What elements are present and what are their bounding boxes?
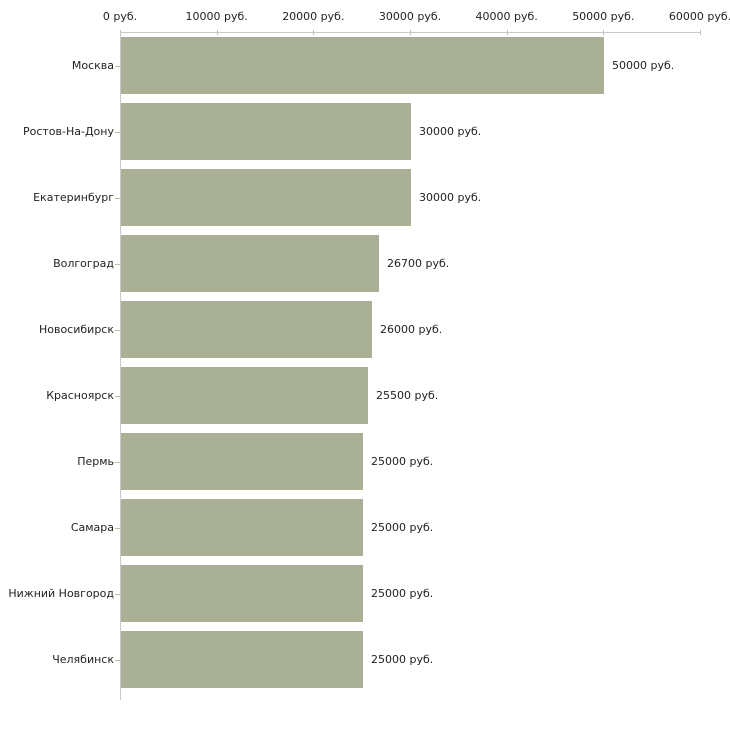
x-axis-tick-label: 10000 руб. [185,10,248,23]
y-axis-tick-mark [115,329,120,331]
y-axis-tick-mark [115,593,120,595]
category-label: Челябинск [52,652,114,666]
category-label: Москва [71,58,114,72]
y-axis-tick-mark [115,659,120,661]
category-label: Самара [70,520,114,534]
y-axis-tick-mark [115,197,120,199]
category-label: Красноярск [46,388,114,402]
y-axis-tick-mark [115,131,120,133]
category-label: Новосибирск [38,322,114,336]
value-label: 30000 руб. [419,124,482,138]
value-label: 25500 руб. [376,388,439,402]
category-label: Волгоград [53,256,114,270]
value-label: 26000 руб. [380,322,443,336]
bar-7 [121,499,363,556]
y-axis-tick-mark [115,461,120,463]
y-axis-tick-mark [115,65,120,67]
x-axis-tick-label: 30000 руб. [378,10,442,23]
x-axis-tick-label: 0 руб. [102,10,138,23]
y-axis-tick-mark [115,395,120,397]
y-axis-line [120,32,121,700]
value-label: 25000 руб. [371,454,434,468]
bar-3 [121,235,379,292]
y-axis-tick-mark [115,527,120,529]
category-label: Екатеринбург [33,190,114,204]
bar-4 [121,301,372,358]
value-label: 26700 руб. [387,256,450,270]
bar-8 [121,565,363,622]
category-label: Ростов-На-Дону [22,124,114,138]
value-label: 25000 руб. [371,652,434,666]
value-label: 30000 руб. [419,190,482,204]
x-axis-line [120,32,701,33]
x-axis-tick-label: 50000 руб. [572,10,635,23]
y-axis-tick-mark [115,263,120,265]
bar-5 [121,367,368,424]
x-axis-tick-label: 20000 руб. [282,10,345,23]
value-label: 25000 руб. [371,520,434,534]
bar-0 [121,37,604,94]
x-axis-tick-label: 40000 руб. [475,10,538,23]
x-axis-tick-label: 60000 руб. [668,10,730,23]
value-label: 25000 руб. [371,586,434,600]
category-label: Нижний Новгород [8,586,114,600]
value-label: 50000 руб. [612,58,675,72]
bar-6 [121,433,363,490]
bar-2 [121,169,411,226]
category-label: Пермь [77,454,114,468]
bar-9 [121,631,363,688]
bar-1 [121,103,411,160]
